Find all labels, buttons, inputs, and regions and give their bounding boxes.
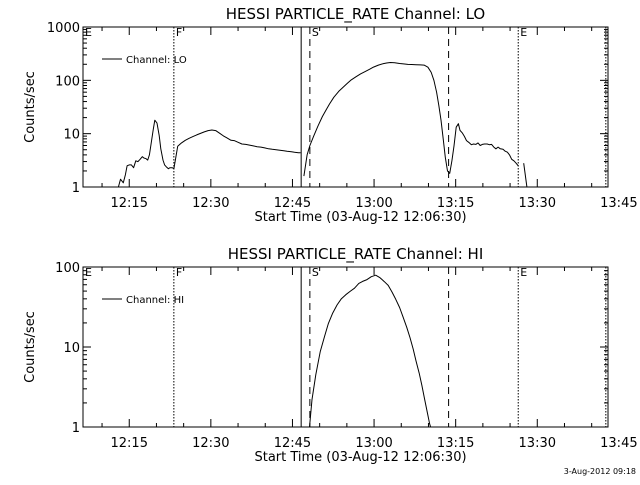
x-tick-label: 12:30: [192, 436, 229, 451]
event-marker-label: F: [176, 266, 182, 279]
x-tick-label: 13:45: [600, 436, 637, 451]
x-tick-label: 12:45: [274, 196, 311, 211]
plot-frame: [82, 266, 609, 428]
x-tick-label: 13:00: [355, 436, 392, 451]
plot-frame: [82, 26, 609, 188]
y-tick-label: 1000: [47, 21, 80, 36]
y-tick-label: 10: [63, 128, 80, 143]
chart-panel-2: HESSI PARTICLE_RATE Channel: HI 1 10 100 12:…: [23, 245, 638, 465]
legend-label: Channel: LO: [126, 55, 187, 66]
x-tick-label: 13:15: [437, 436, 474, 451]
event-marker-label: E: [85, 26, 92, 39]
y-axis-label: Counts/sec: [23, 71, 38, 143]
x-tick-label: 13:15: [437, 196, 474, 211]
x-tick-label: 12:15: [111, 196, 148, 211]
chart-title: HESSI PARTICLE_RATE Channel: LO: [226, 5, 485, 24]
event-marker-label: E: [520, 266, 527, 279]
event-marker-label: F: [176, 26, 182, 39]
x-axis-label: Start Time (03-Aug-12 12:06:30): [254, 210, 466, 225]
legend-label: Channel: HI: [126, 295, 184, 306]
x-tick-label: 13:45: [600, 196, 637, 211]
x-tick-label: 13:30: [519, 436, 556, 451]
y-tick-label: 1: [72, 181, 80, 196]
series-line-segment-1: [309, 274, 432, 427]
y-tick-label: 10: [63, 341, 80, 356]
x-tick-label: 12:30: [192, 196, 229, 211]
event-marker-label: S: [312, 266, 319, 279]
chart-panel-1: HESSI PARTICLE_RATE Channel: LO 1 10 100 100…: [23, 5, 638, 225]
x-tick-label: 12:15: [111, 436, 148, 451]
x-tick-label: 13:30: [519, 196, 556, 211]
y-tick-label: 100: [55, 74, 80, 89]
y-axis-label: Counts/sec: [23, 311, 38, 383]
x-tick-label: 12:45: [274, 436, 311, 451]
y-tick-label: 100: [55, 261, 80, 276]
event-marker-label: S: [312, 26, 319, 39]
chart-title: HESSI PARTICLE_RATE Channel: HI: [228, 245, 484, 264]
x-axis-label: Start Time (03-Aug-12 12:06:30): [254, 450, 466, 465]
footer-timestamp: 3-Aug-2012 09:18: [563, 467, 636, 476]
series-line-segment-1: [98, 119, 301, 187]
series-line-segment-2: [303, 62, 519, 177]
y-tick-label: 1: [72, 421, 80, 436]
event-marker-label: E: [85, 266, 92, 279]
x-tick-label: 13:00: [355, 196, 392, 211]
event-marker-label: E: [520, 26, 527, 39]
